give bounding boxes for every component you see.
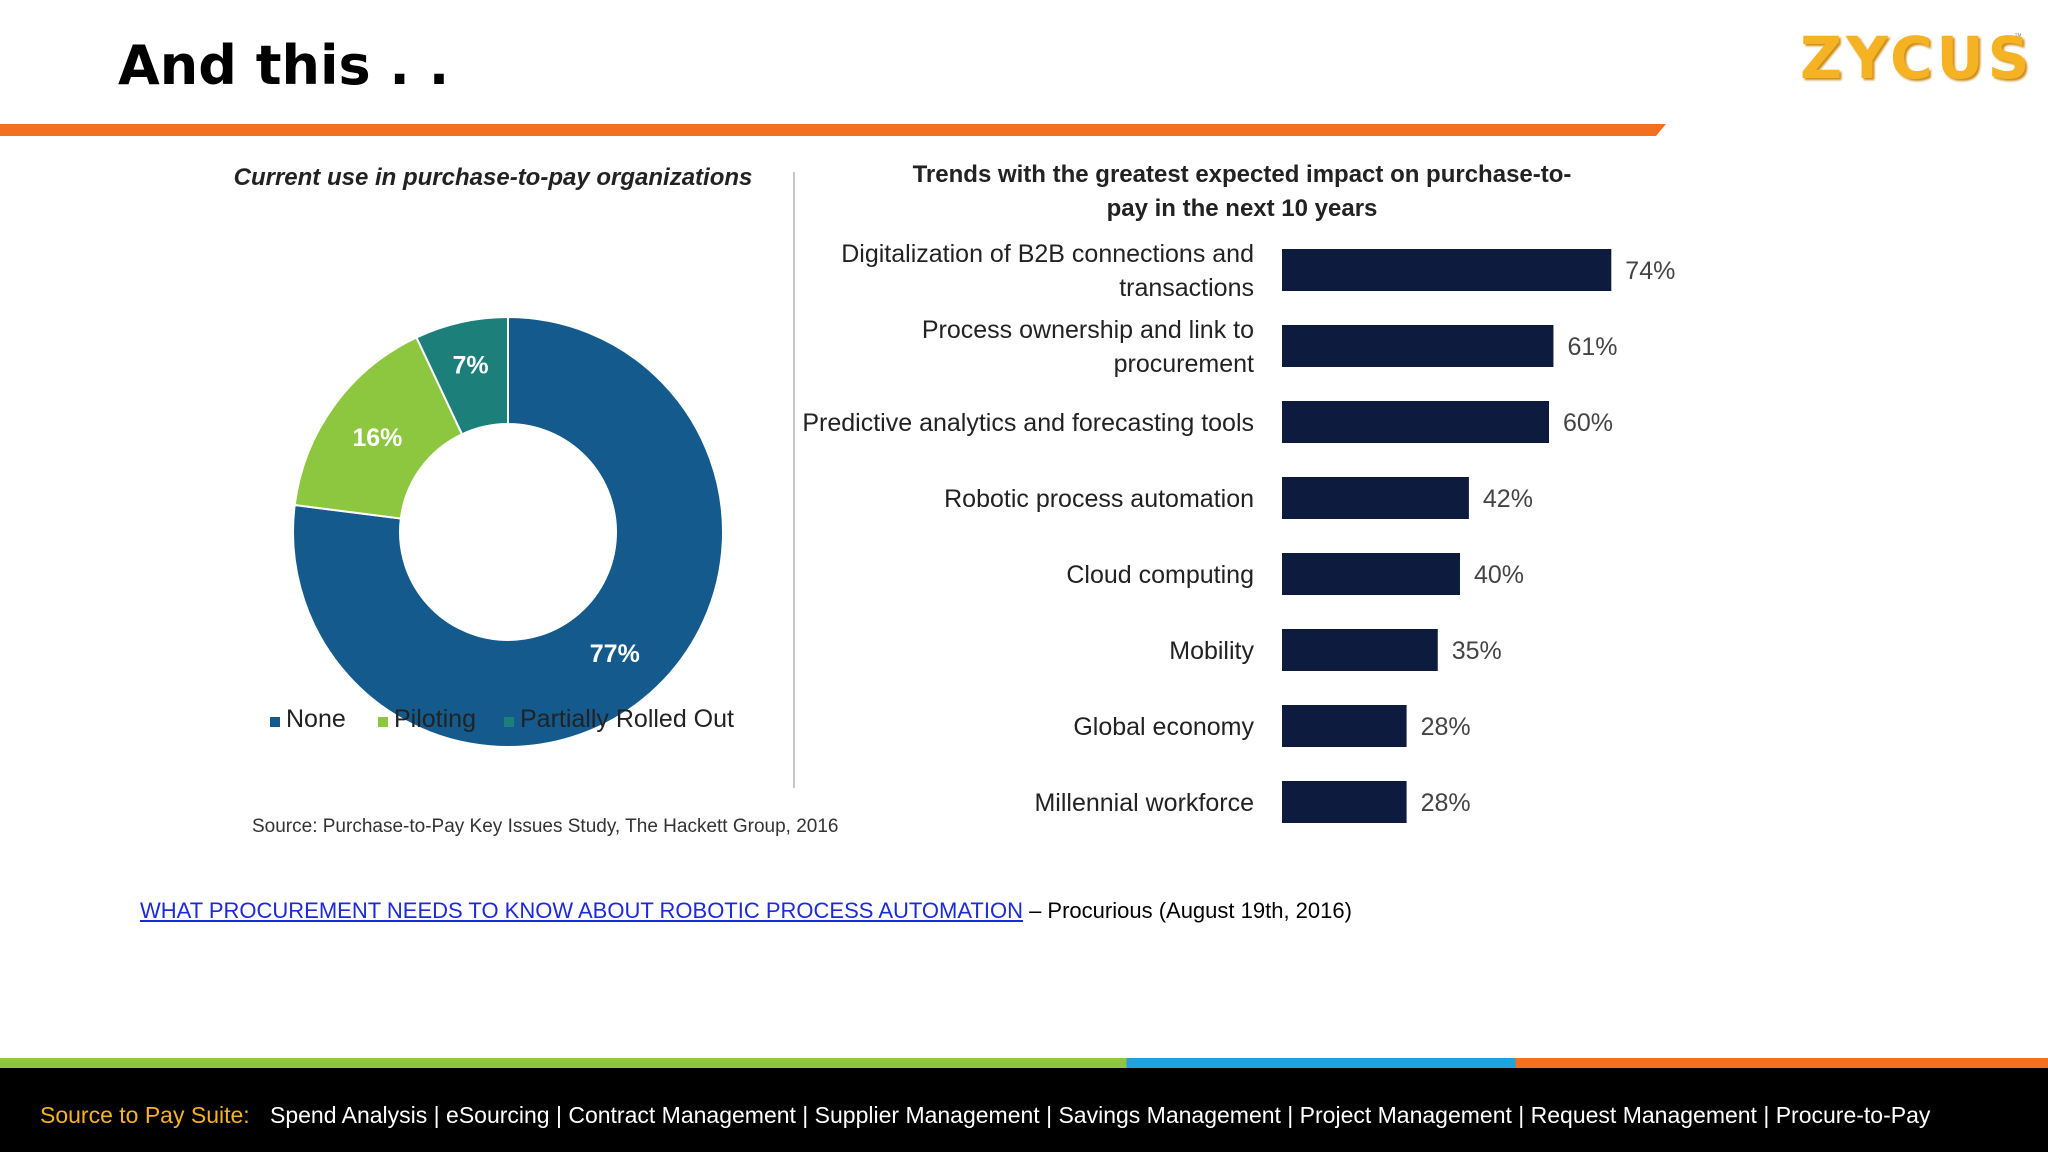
bar-value-label: 74% <box>1625 257 1675 285</box>
footer-product-list: Spend Analysis | eSourcing | Contract Ma… <box>270 1102 1931 1128</box>
bar-value-label: 42% <box>1483 485 1533 513</box>
slide-title: And this . . <box>118 34 450 97</box>
citation: WHAT PROCUREMENT NEEDS TO KNOW ABOUT ROB… <box>140 898 1352 924</box>
bar <box>1282 477 1469 519</box>
bar-category-label: Digitalization of B2B connections and <box>841 240 1254 268</box>
legend-swatch <box>378 717 388 727</box>
donut-slice-partially-rolled-out <box>415 315 509 436</box>
article-link[interactable]: WHAT PROCUREMENT NEEDS TO KNOW ABOUT ROB… <box>140 898 1023 923</box>
donut-data-label: 77% <box>590 640 640 668</box>
bar-value-label: 28% <box>1421 713 1471 741</box>
title-underline-bar <box>0 124 1666 136</box>
bar <box>1282 249 1612 291</box>
citation-suffix: – Procurious (August 19th, 2016) <box>1022 898 1352 923</box>
donut-chart-title: Current use in purchase-to-pay organizat… <box>234 164 753 191</box>
bar-category-label: procurement <box>1114 350 1254 378</box>
donut-slice-piloting <box>293 336 464 520</box>
footer-bar: Source to Pay Suite: Spend Analysis | eS… <box>0 1068 2048 1152</box>
bar-category-label: Mobility <box>1169 637 1254 665</box>
bar-category-label: Predictive analytics and forecasting too… <box>802 409 1254 437</box>
bar-value-label: 40% <box>1474 561 1524 589</box>
bar <box>1282 553 1460 595</box>
bar-chart-title-line-1: Trends with the greatest expected impact… <box>913 161 1572 188</box>
bar-chart: Trends with the greatest expected impact… <box>802 161 1675 823</box>
bar-value-label: 61% <box>1567 333 1617 361</box>
bar-category-label: Global economy <box>1073 713 1254 741</box>
bar <box>1282 325 1554 367</box>
donut-data-label: 16% <box>352 424 402 452</box>
bar-chart-title-line-2: pay in the next 10 years <box>1107 195 1378 222</box>
zycus-logo: ZYCUS <box>1800 24 2034 92</box>
bar-value-label: 60% <box>1563 409 1613 437</box>
bar <box>1282 401 1549 443</box>
legend-swatch <box>270 717 280 727</box>
legend-label: Piloting <box>394 705 476 733</box>
bar-value-label: 28% <box>1421 789 1471 817</box>
bar-category-label: transactions <box>1119 274 1254 302</box>
donut-chart: Current use in purchase-to-pay organizat… <box>234 164 753 748</box>
chart-source-note: Source: Purchase-to-Pay Key Issues Study… <box>252 816 839 837</box>
donut-slice-none <box>292 315 724 748</box>
bar <box>1282 705 1407 747</box>
footer-color-strip <box>0 1058 2048 1068</box>
bar <box>1282 629 1438 671</box>
legend-label: None <box>286 705 346 733</box>
footer-label: Source to Pay Suite: <box>40 1102 250 1128</box>
bar-category-label: Process ownership and link to <box>922 316 1254 344</box>
chart-divider <box>793 172 795 788</box>
bar-category-label: Robotic process automation <box>944 485 1254 513</box>
donut-data-label: 7% <box>453 352 489 380</box>
legend-label: Partially Rolled Out <box>520 705 734 733</box>
bar-value-label: 35% <box>1452 637 1502 665</box>
bar-category-label: Millennial workforce <box>1034 789 1254 817</box>
legend-swatch <box>504 717 514 727</box>
trademark-mark: ™ <box>2014 32 2022 41</box>
bar <box>1282 781 1407 823</box>
bar-category-label: Cloud computing <box>1066 561 1254 589</box>
